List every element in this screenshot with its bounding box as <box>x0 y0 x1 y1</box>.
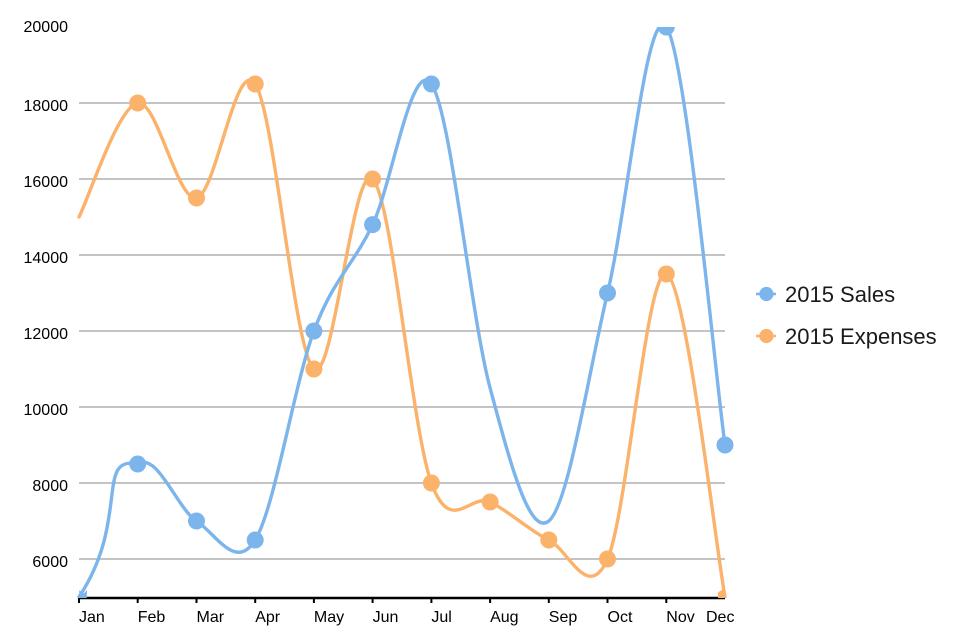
svg-text:Jan: Jan <box>79 609 105 626</box>
svg-text:2015 Sales: 2015 Sales <box>785 282 895 307</box>
svg-text:Dec: Dec <box>706 609 734 626</box>
svg-text:10000: 10000 <box>24 402 69 419</box>
svg-text:18000: 18000 <box>24 98 69 115</box>
svg-text:12000: 12000 <box>24 326 69 343</box>
svg-text:2015 Expenses: 2015 Expenses <box>785 324 937 349</box>
svg-text:Jun: Jun <box>373 609 399 626</box>
svg-text:20000: 20000 <box>24 19 69 36</box>
svg-text:May: May <box>314 609 344 626</box>
svg-text:Sep: Sep <box>549 609 578 626</box>
svg-text:6000: 6000 <box>32 554 68 571</box>
svg-text:8000: 8000 <box>32 478 68 495</box>
svg-text:Feb: Feb <box>138 609 166 626</box>
svg-text:Aug: Aug <box>490 609 518 626</box>
svg-text:Mar: Mar <box>197 609 225 626</box>
svg-text:Oct: Oct <box>608 609 633 626</box>
svg-text:Nov: Nov <box>666 609 694 626</box>
svg-text:Apr: Apr <box>255 609 281 626</box>
svg-text:Jul: Jul <box>431 609 451 626</box>
svg-text:16000: 16000 <box>24 174 69 191</box>
svg-text:14000: 14000 <box>24 250 69 267</box>
